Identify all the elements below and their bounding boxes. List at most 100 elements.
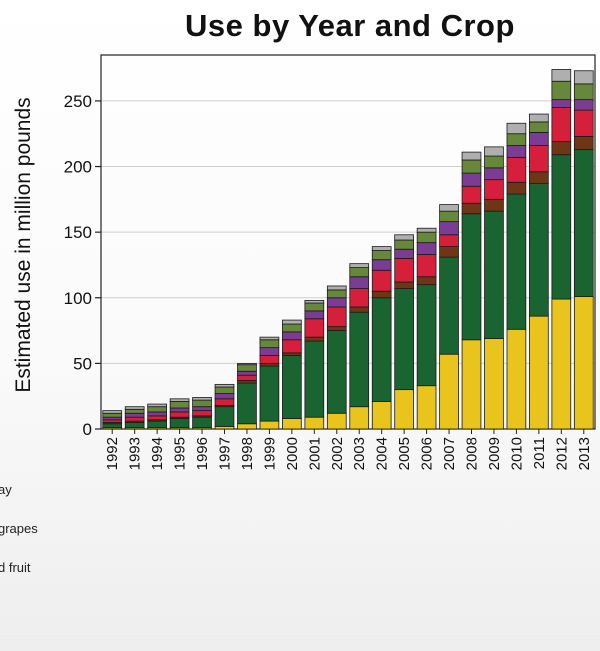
bar-segment bbox=[326, 412, 347, 430]
legend-item: grapes bbox=[0, 521, 38, 536]
bar-segment bbox=[259, 365, 280, 422]
bar-segment bbox=[416, 276, 437, 286]
bar-segment bbox=[529, 121, 549, 133]
x-tick-label: 2001 bbox=[306, 437, 323, 470]
x-tick-label: 1994 bbox=[149, 437, 166, 470]
bar-segment bbox=[573, 99, 594, 111]
bar-segment bbox=[282, 418, 302, 430]
bar-segment bbox=[461, 151, 482, 161]
bar-segment bbox=[506, 122, 527, 135]
bar-segment bbox=[506, 181, 527, 195]
bar-segment bbox=[237, 374, 257, 381]
bar-segment bbox=[551, 141, 572, 156]
bar-segment bbox=[371, 246, 392, 251]
y-tick-label: 0 bbox=[83, 420, 92, 439]
bar-segment bbox=[394, 288, 414, 391]
bar-segment bbox=[349, 267, 370, 278]
bar-segment bbox=[192, 397, 212, 401]
bar-segment bbox=[573, 109, 594, 137]
bar-segment bbox=[304, 336, 325, 342]
bar-segment bbox=[439, 210, 459, 223]
y-tick-label: 200 bbox=[64, 158, 92, 177]
bar-segment bbox=[349, 406, 370, 430]
bar-segment bbox=[551, 69, 572, 82]
bar-segment bbox=[506, 328, 527, 430]
bar-segment bbox=[259, 339, 280, 349]
x-tick-label: 1999 bbox=[261, 437, 278, 470]
bar-segment bbox=[416, 231, 437, 244]
bar-segment bbox=[394, 248, 414, 259]
bar-segment bbox=[484, 210, 504, 339]
bar-segment bbox=[349, 263, 370, 268]
y-tick-label: 150 bbox=[64, 223, 92, 242]
bar-segment bbox=[371, 297, 392, 402]
x-tick-label: 2009 bbox=[486, 437, 503, 470]
axes: 0 50 100 150 200 250 1992 1993 1994 1995 1996 1997 1… bbox=[64, 92, 593, 470]
bar-segment bbox=[394, 239, 414, 250]
bar-segment bbox=[169, 407, 190, 413]
bar-segment bbox=[416, 385, 437, 430]
bar-segment bbox=[506, 133, 527, 146]
bar-segment bbox=[169, 418, 190, 429]
bar-segment bbox=[214, 398, 235, 406]
x-tick-label: 2002 bbox=[329, 437, 346, 470]
bar-segment bbox=[147, 420, 167, 429]
bar-segment bbox=[259, 420, 280, 430]
plot-area bbox=[100, 54, 596, 430]
chart-title: Use by Year and Crop bbox=[185, 8, 515, 43]
bar-segment bbox=[573, 70, 594, 85]
bar-segment bbox=[169, 398, 190, 402]
bar-segment bbox=[282, 319, 302, 325]
x-tick-label: 2000 bbox=[284, 437, 301, 470]
stacked-bar-chart: 0 50 100 150 200 250 1992 1993 1994 1995 1996 1997 1… bbox=[64, 54, 596, 470]
bar-segment bbox=[259, 355, 280, 364]
bar-segment bbox=[551, 107, 572, 143]
bar-segment bbox=[484, 155, 504, 169]
x-tick-label: 2008 bbox=[464, 437, 481, 470]
legend-item: d fruit bbox=[0, 560, 31, 575]
bar-segment bbox=[192, 410, 212, 417]
bar-segment bbox=[147, 403, 167, 408]
bar-segment bbox=[529, 315, 549, 430]
bar-segment bbox=[304, 318, 325, 338]
bar-segment bbox=[529, 145, 549, 173]
bar-segment bbox=[416, 284, 437, 387]
x-tick-label: 1993 bbox=[127, 437, 144, 470]
bars bbox=[102, 69, 594, 430]
bar-segment bbox=[506, 145, 527, 158]
bar-segment bbox=[259, 336, 280, 341]
bar-segment bbox=[282, 355, 302, 419]
bar-segment bbox=[326, 289, 347, 299]
bar-segment bbox=[259, 347, 280, 356]
bar-segment bbox=[304, 302, 325, 312]
x-tick-label: 1995 bbox=[172, 437, 189, 470]
y-tick-label: 50 bbox=[73, 354, 92, 373]
legend-item: ay bbox=[0, 482, 12, 497]
bar-segment bbox=[394, 281, 414, 289]
x-tick-label: 2006 bbox=[419, 437, 436, 470]
bar-segment bbox=[214, 393, 235, 400]
bar-segment bbox=[416, 227, 437, 233]
bar-segment bbox=[461, 213, 482, 341]
bar-segment bbox=[237, 364, 257, 372]
bar-segment bbox=[506, 156, 527, 183]
bar-segment bbox=[529, 132, 549, 146]
bar-segment bbox=[326, 326, 347, 331]
bar-segment bbox=[304, 340, 325, 418]
bar-segment bbox=[371, 269, 392, 292]
bar-segment bbox=[371, 401, 392, 430]
bar-segment bbox=[282, 339, 302, 354]
bar-segment bbox=[192, 399, 212, 408]
bar-segment bbox=[326, 306, 347, 328]
x-tick-label: 1996 bbox=[194, 437, 211, 470]
bar-segment bbox=[529, 113, 549, 123]
bar-segment bbox=[394, 234, 414, 241]
bar-segment bbox=[124, 406, 145, 410]
bar-segment bbox=[484, 167, 504, 181]
bar-segment bbox=[147, 411, 167, 417]
bar-segment bbox=[484, 179, 504, 200]
bar-segment bbox=[192, 416, 212, 429]
bar-segment bbox=[439, 221, 459, 236]
x-tick-label: 2011 bbox=[531, 437, 548, 469]
x-tick-label: 2003 bbox=[351, 437, 368, 470]
